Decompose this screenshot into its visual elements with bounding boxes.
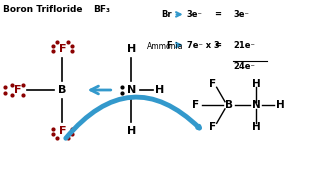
- Text: F: F: [59, 44, 66, 54]
- Text: Ammonia: Ammonia: [147, 42, 184, 51]
- Text: 3e⁻: 3e⁻: [234, 10, 250, 19]
- Text: 7e⁻ x 3: 7e⁻ x 3: [187, 40, 219, 50]
- Text: 24e⁻: 24e⁻: [234, 62, 255, 71]
- Text: B: B: [225, 100, 233, 110]
- Text: F: F: [59, 126, 66, 136]
- Text: =: =: [214, 40, 221, 50]
- Text: F: F: [209, 79, 216, 89]
- Text: N: N: [252, 100, 260, 110]
- Text: H: H: [127, 44, 136, 54]
- Text: H: H: [252, 122, 260, 132]
- Text: F: F: [14, 85, 21, 95]
- Text: 3e⁻: 3e⁻: [187, 10, 203, 19]
- Text: F: F: [209, 122, 216, 132]
- Text: H: H: [252, 79, 260, 89]
- Text: H: H: [276, 100, 284, 110]
- Text: Boron Trifloride: Boron Trifloride: [3, 4, 83, 14]
- Text: BF₃: BF₃: [93, 4, 110, 14]
- FancyArrowPatch shape: [66, 97, 199, 138]
- Text: H: H: [156, 85, 164, 95]
- Text: Br: Br: [162, 10, 172, 19]
- Text: F: F: [166, 40, 172, 50]
- Text: F: F: [192, 100, 199, 110]
- Text: B: B: [58, 85, 67, 95]
- Text: H: H: [127, 126, 136, 136]
- Text: 21e⁻: 21e⁻: [234, 40, 255, 50]
- Text: N: N: [127, 85, 136, 95]
- Text: =: =: [214, 10, 221, 19]
